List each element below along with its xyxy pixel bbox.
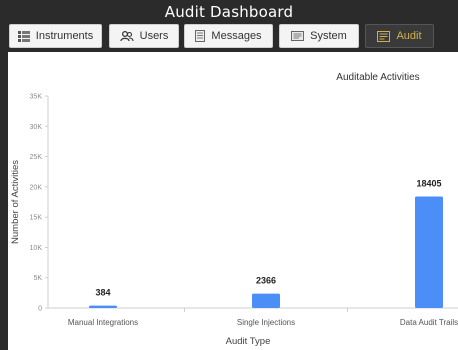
- users-icon: [120, 30, 134, 42]
- tab-bar: Instruments Users Messages System Audit: [0, 22, 458, 52]
- bar[interactable]: [252, 293, 280, 308]
- y-tick-label: 35K: [30, 94, 43, 101]
- audit-icon: [377, 30, 391, 42]
- system-icon: [291, 31, 305, 41]
- y-tick-label: 15K: [30, 215, 43, 222]
- tab-label: Users: [139, 30, 169, 42]
- y-tick-label: 5K: [33, 275, 42, 282]
- y-tick-label: 25K: [30, 154, 43, 161]
- list-icon: [17, 30, 30, 42]
- document-icon: [195, 30, 206, 42]
- tab-messages[interactable]: Messages: [184, 24, 273, 48]
- y-ticks: 0 5K 10K 15K 20K 25K 30K 35K: [30, 94, 48, 313]
- tab-instruments[interactable]: Instruments: [9, 24, 102, 48]
- chart-title: Auditable Activities: [336, 72, 420, 83]
- bar[interactable]: [415, 196, 443, 308]
- window-title: Audit Dashboard: [164, 3, 294, 21]
- bar-value-label: 2366: [256, 276, 276, 286]
- tab-label: Instruments: [35, 30, 94, 42]
- bar-value-label: 18405: [416, 179, 441, 189]
- tab-system[interactable]: System: [279, 24, 359, 48]
- x-tick-label: Data Audit Trails: [400, 318, 458, 327]
- y-tick-label: 30K: [30, 124, 43, 131]
- tab-label: Messages: [211, 30, 262, 42]
- tab-label: Audit: [396, 30, 422, 42]
- y-tick-label: 20K: [30, 184, 43, 191]
- x-tick-label: Single Injections: [237, 318, 295, 327]
- chart-panel: Auditable Activities 0 5K 10K 15K 20K 25K 30K 3…: [8, 52, 458, 350]
- y-tick-label: 0: [38, 306, 42, 313]
- bar-value-label: 384: [95, 288, 110, 298]
- y-axis-title: Number of Activities: [10, 160, 21, 244]
- x-labels: Manual Integrations Single Injections Data…: [68, 308, 458, 327]
- bars: 38423661840525436: [89, 179, 443, 308]
- tab-users[interactable]: Users: [109, 24, 179, 48]
- x-axis-title: Audit Type: [226, 336, 271, 347]
- bar[interactable]: [89, 305, 117, 308]
- tab-audit[interactable]: Audit: [365, 24, 434, 48]
- tab-label: System: [310, 30, 347, 42]
- y-tick-label: 10K: [30, 245, 43, 252]
- x-tick-label: Manual Integrations: [68, 318, 138, 327]
- title-bar: Audit Dashboard: [0, 0, 458, 22]
